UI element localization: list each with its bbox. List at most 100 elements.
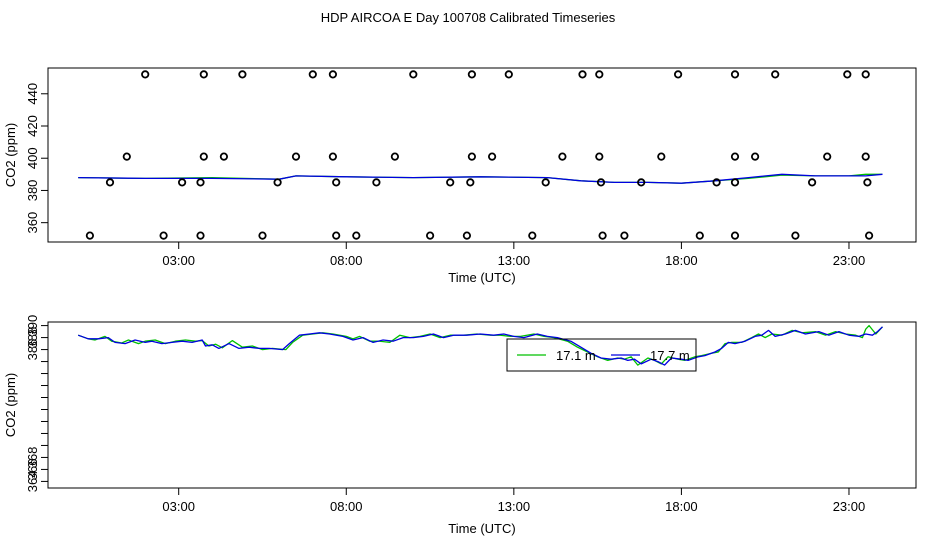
bottom-x-tick-label: 13:00 <box>498 499 531 514</box>
top-y-tick-label: 400 <box>25 147 40 169</box>
data-point-marker <box>541 178 550 187</box>
top-x-tick-label: 13:00 <box>498 253 531 268</box>
bottom-y-tick-label: 364 <box>25 471 40 493</box>
data-point-marker <box>730 152 740 161</box>
top-y-tick-label: 380 <box>25 180 40 202</box>
data-point-marker <box>352 231 361 240</box>
bottom-series-line-1 <box>77 326 883 366</box>
legend-box <box>506 338 697 372</box>
legend-label-17-7m: 17.7 m <box>650 348 690 363</box>
data-point-marker <box>291 152 301 161</box>
data-point-marker <box>843 70 852 79</box>
data-point-marker <box>467 70 476 79</box>
data-point-marker <box>85 231 95 240</box>
data-point-marker <box>861 152 870 161</box>
top-y-tick-label: 360 <box>25 212 40 234</box>
data-point-marker <box>598 231 607 240</box>
data-point-marker <box>199 70 208 79</box>
top-x-tick-label: 18:00 <box>665 253 698 268</box>
top-panel-ylabel: CO2 (ppm) <box>3 123 18 187</box>
data-point-marker <box>196 231 205 240</box>
data-point-marker <box>308 70 317 79</box>
bottom-series-line-0 <box>77 324 883 366</box>
legend: 17.1 m 17.7 m <box>506 338 697 372</box>
data-point-marker <box>807 178 817 187</box>
data-point-marker <box>823 152 832 161</box>
data-point-marker <box>425 231 435 240</box>
bottom-panel-ylabel: CO2 (ppm) <box>3 373 18 437</box>
data-point-marker <box>466 178 475 187</box>
data-point-marker <box>578 70 587 79</box>
data-point-marker <box>595 70 604 79</box>
bottom-y-tick-label: 390 <box>25 315 40 337</box>
bottom-panel-xlabel: Time (UTC) <box>448 521 515 536</box>
data-point-marker <box>712 178 721 187</box>
data-point-marker <box>178 178 187 187</box>
data-point-marker <box>238 70 247 79</box>
bottom-y-tick-label: 366 <box>25 459 40 481</box>
bottom-y-tick-label: 386 <box>25 339 40 361</box>
data-point-marker <box>730 70 740 79</box>
data-point-marker <box>122 152 131 161</box>
data-point-marker <box>558 152 567 161</box>
data-point-marker <box>258 231 267 240</box>
data-point-marker <box>159 231 168 240</box>
data-point-marker <box>487 152 497 161</box>
data-point-marker <box>504 70 513 79</box>
data-point-marker <box>219 152 228 161</box>
data-point-marker <box>673 70 683 79</box>
top-y-tick-label: 440 <box>25 83 40 105</box>
bottom-x-tick-label: 23:00 <box>833 499 866 514</box>
data-point-marker <box>273 178 282 187</box>
top-panel-xlabel: Time (UTC) <box>448 270 515 285</box>
data-point-marker <box>864 231 874 240</box>
top-panel-points <box>85 70 874 240</box>
data-point-marker <box>771 70 780 79</box>
legend-label-17-1m: 17.1 m <box>556 348 596 363</box>
bottom-x-tick-label: 03:00 <box>162 499 195 514</box>
data-point-marker <box>372 178 381 187</box>
data-point-marker <box>332 178 341 187</box>
top-panel-scatter: 03:00 08:00 13:00 18:00 23:00 360 380 400 420 440… <box>3 67 917 285</box>
data-point-marker <box>861 70 870 79</box>
top-panel-axes: 03:00 08:00 13:00 18:00 23:00 360 380 400 420 440 <box>25 83 865 268</box>
top-panel-frame <box>47 67 917 243</box>
data-point-marker <box>105 178 115 187</box>
data-point-marker <box>657 152 666 161</box>
top-y-tick-label: 420 <box>25 115 40 137</box>
data-point-marker <box>620 231 629 240</box>
top-x-tick-label: 03:00 <box>162 253 195 268</box>
data-point-marker <box>791 231 800 240</box>
data-point-marker <box>730 178 740 187</box>
data-point-marker <box>528 231 537 240</box>
bottom-x-tick-label: 08:00 <box>330 499 363 514</box>
data-point-marker <box>332 231 341 240</box>
data-point-marker <box>446 178 455 187</box>
bottom-y-tick-label: 368 <box>25 447 40 469</box>
data-point-marker <box>328 152 337 161</box>
bottom-panel-series <box>77 324 883 366</box>
bottom-y-tick-label: 388 <box>25 327 40 349</box>
data-point-marker <box>390 152 399 161</box>
data-point-marker <box>409 70 418 79</box>
data-point-marker <box>730 231 740 240</box>
data-point-marker <box>637 178 646 187</box>
bottom-x-tick-label: 18:00 <box>665 499 698 514</box>
figure-title: HDP AIRCOA E Day 100708 Calibrated Times… <box>321 10 616 25</box>
data-point-marker <box>863 178 872 187</box>
data-point-marker <box>750 152 760 161</box>
top-x-tick-label: 08:00 <box>330 253 363 268</box>
data-point-marker <box>462 231 471 240</box>
data-point-marker <box>141 70 150 79</box>
data-point-marker <box>199 152 208 161</box>
data-point-marker <box>695 231 704 240</box>
data-point-marker <box>467 152 476 161</box>
top-x-tick-label: 23:00 <box>833 253 866 268</box>
data-point-marker <box>328 70 337 79</box>
data-point-marker <box>595 152 604 161</box>
data-point-marker <box>596 178 606 187</box>
data-point-marker <box>196 178 205 187</box>
